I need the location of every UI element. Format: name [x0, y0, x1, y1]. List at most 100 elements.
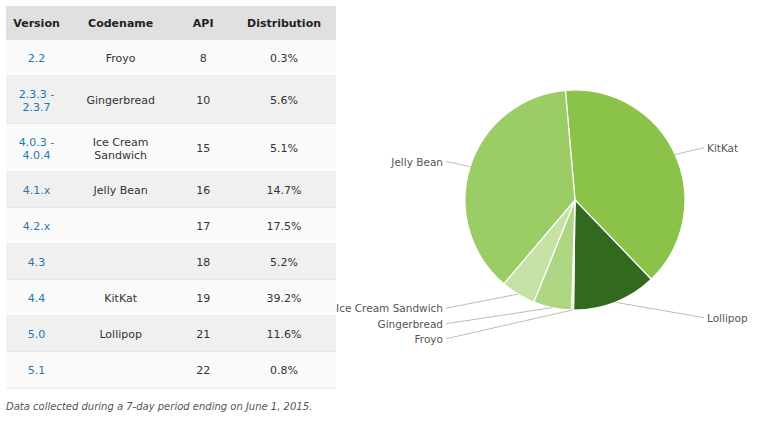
- table-cell: 17: [196, 220, 210, 233]
- text-line: 0.8%: [270, 364, 298, 377]
- text-line: Jelly Bean: [93, 184, 148, 197]
- text-line: 2.2: [28, 52, 46, 65]
- table-cell: 22: [196, 364, 210, 377]
- table-cell: 8: [200, 52, 207, 65]
- table-cell: 4.2.x: [23, 220, 51, 233]
- leader-line: [446, 294, 518, 308]
- text-line: Codename: [88, 17, 153, 30]
- text-line: 14.7%: [267, 184, 302, 197]
- table-cell: 11.6%: [267, 328, 302, 341]
- table-cell: Jelly Bean: [93, 184, 148, 197]
- table-row-bg: [6, 172, 336, 208]
- slice-label: Lollipop: [707, 312, 748, 324]
- text-line: 5.0: [28, 328, 46, 341]
- text-line: 21: [196, 328, 210, 341]
- text-line: Lollipop: [99, 328, 142, 341]
- table-cell: 2.2: [28, 52, 46, 65]
- leader-line: [446, 308, 552, 324]
- table-cell: 0.3%: [270, 52, 298, 65]
- text-line: 15: [196, 142, 210, 155]
- text-line: KitKat: [104, 292, 137, 305]
- table-cell: 4.3: [28, 256, 46, 269]
- table-cell: 5.1%: [270, 142, 298, 155]
- table-row-bg: [6, 208, 336, 244]
- table-row-bg: [6, 316, 336, 352]
- table-cell: 15: [196, 142, 210, 155]
- pie: KitKat Lollipop Froyo Gingerbread Ice Cream …: [336, 90, 748, 345]
- table-row-bg: [6, 244, 336, 280]
- table-row-bg: [6, 352, 336, 388]
- text-line: 19: [196, 292, 210, 305]
- table-cell: 4.1.x: [23, 184, 51, 197]
- text-line: 18: [196, 256, 210, 269]
- table-separator: [6, 388, 336, 389]
- text-line: Version: [13, 17, 60, 30]
- text-line: 4.2.x: [23, 220, 51, 233]
- table: Version Codename API Distribution 2.2 Froyo 8 0…: [6, 6, 336, 388]
- text-line: 17: [196, 220, 210, 233]
- text-line: 5.6%: [270, 94, 298, 107]
- table-cell: 2.3.3 -2.3.7: [19, 87, 54, 113]
- slice-label: Gingerbread: [378, 318, 443, 330]
- text-line: 4.0.3 -: [19, 135, 54, 148]
- table-cell: 18: [196, 256, 210, 269]
- slices: [465, 90, 685, 310]
- slice-label: KitKat: [707, 142, 738, 154]
- leader-line: [675, 148, 704, 155]
- text-line: 4.0.4: [23, 148, 51, 161]
- table-cell: 39.2%: [267, 292, 302, 305]
- table-header: Version: [13, 17, 60, 30]
- chart-root: Version Codename API Distribution 2.2 Froyo 8 0…: [0, 0, 761, 429]
- text-line: 17.5%: [267, 220, 302, 233]
- table-cell: Froyo: [106, 52, 136, 65]
- table-cell: Ice CreamSandwich: [93, 135, 149, 161]
- caption: Data collected during a 7-day period end…: [6, 401, 312, 412]
- text-line: 4.1.x: [23, 184, 51, 197]
- table-row-bg: [6, 40, 336, 76]
- table-header: Distribution: [247, 17, 321, 30]
- text-line: Distribution: [247, 17, 321, 30]
- text-line: Froyo: [106, 52, 136, 65]
- text-line: Ice Cream: [93, 135, 149, 148]
- slice-label: Jelly Bean: [390, 156, 443, 168]
- table-row-bg: [6, 124, 336, 172]
- table-cell: 14.7%: [267, 184, 302, 197]
- text-line: 8: [200, 52, 207, 65]
- table-cell: 0.8%: [270, 364, 298, 377]
- table-cell: 10: [196, 94, 210, 107]
- text-line: 4.3: [28, 256, 46, 269]
- text-line: 2.3.7: [23, 100, 51, 113]
- table-cell: 21: [196, 328, 210, 341]
- slice: [574, 200, 652, 310]
- table-cell: 4.4: [28, 292, 46, 305]
- text-line: 5.1: [28, 364, 46, 377]
- slice-label: Ice Cream Sandwich: [336, 302, 443, 314]
- text-line: Sandwich: [94, 148, 147, 161]
- slice-label: Froyo: [415, 333, 443, 345]
- table-cell: 5.1: [28, 364, 46, 377]
- table-cell: 5.6%: [270, 94, 298, 107]
- table-cell: Lollipop: [99, 328, 142, 341]
- text-line: 11.6%: [267, 328, 302, 341]
- table-cell: 17.5%: [267, 220, 302, 233]
- text-line: 5.2%: [270, 256, 298, 269]
- leader-line: [615, 302, 704, 317]
- table-cell: 5.0: [28, 328, 46, 341]
- slice: [465, 90, 575, 283]
- table-header: Codename: [88, 17, 153, 30]
- table-cell: KitKat: [104, 292, 137, 305]
- table-cell: Gingerbread: [86, 94, 155, 107]
- table-cell: 4.0.3 -4.0.4: [19, 135, 54, 161]
- text-line: API: [193, 17, 214, 30]
- text-line: 0.3%: [270, 52, 298, 65]
- table-cell: 5.2%: [270, 256, 298, 269]
- text-line: 16: [196, 184, 210, 197]
- text-line: 2.3.3 -: [19, 87, 54, 100]
- table-row-bg: [6, 76, 336, 124]
- text-line: 22: [196, 364, 210, 377]
- table-cell: 16: [196, 184, 210, 197]
- text-line: 10: [196, 94, 210, 107]
- table-header: API: [193, 17, 214, 30]
- text-line: 4.4: [28, 292, 46, 305]
- table-header-bg: [6, 6, 336, 40]
